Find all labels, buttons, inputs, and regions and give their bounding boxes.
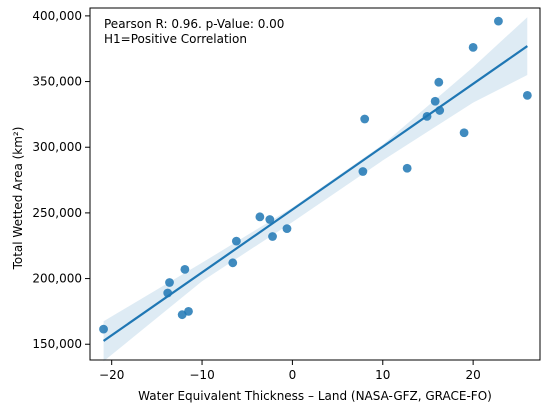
data-point-22 bbox=[494, 16, 503, 26]
data-point-3 bbox=[165, 278, 174, 287]
y-axis: 150,000 200,000 250,000 300,000 350,000 400,0… bbox=[32, 9, 90, 351]
data-point-18 bbox=[434, 77, 444, 87]
data-point-23 bbox=[522, 90, 532, 100]
data-point-17 bbox=[430, 96, 440, 106]
data-point-10 bbox=[265, 215, 275, 224]
data-point-2 bbox=[163, 288, 173, 298]
data-point-12 bbox=[282, 224, 292, 234]
x-tick-label: −10 bbox=[189, 368, 214, 382]
x-tick-label: 0 bbox=[289, 368, 297, 382]
data-point-6 bbox=[184, 307, 193, 316]
data-point-14 bbox=[360, 114, 370, 124]
annotation: Pearson R: 0.96. p-Value: 0.00 H1=Positi… bbox=[104, 17, 284, 46]
x-tick-label: −20 bbox=[99, 368, 124, 382]
y-tick-label: 350,000 bbox=[32, 75, 82, 89]
data-point-20 bbox=[459, 128, 469, 138]
x-axis-label: Water Equivalent Thickness – Land (NASA-… bbox=[138, 389, 492, 403]
data-point-1 bbox=[99, 324, 108, 334]
data-point-15 bbox=[402, 163, 412, 173]
y-tick-label: 150,000 bbox=[32, 337, 82, 351]
data-point-7 bbox=[228, 258, 238, 268]
plot-area bbox=[99, 16, 532, 362]
data-points bbox=[99, 16, 532, 334]
plot-frame bbox=[89, 7, 541, 361]
data-point-8 bbox=[231, 236, 241, 246]
y-tick-label: 400,000 bbox=[32, 9, 82, 23]
annotation-line-2: H1=Positive Correlation bbox=[104, 32, 247, 46]
x-axis: −20 −10 0 10 20 bbox=[99, 360, 481, 382]
data-point-16 bbox=[422, 111, 432, 121]
data-point-19 bbox=[435, 106, 445, 115]
data-point-13 bbox=[358, 167, 368, 176]
regression-line bbox=[102, 45, 528, 342]
y-tick-label: 200,000 bbox=[32, 272, 82, 286]
y-tick-label: 300,000 bbox=[32, 140, 82, 154]
data-point-5 bbox=[180, 264, 190, 274]
data-point-21 bbox=[468, 43, 478, 52]
annotation-line-1: Pearson R: 0.96. p-Value: 0.00 bbox=[104, 17, 284, 31]
x-tick-label: 20 bbox=[465, 368, 480, 382]
data-point-11 bbox=[268, 232, 277, 241]
confidence-band bbox=[103, 17, 528, 362]
y-axis-label: Total Wetted Area (km²) bbox=[11, 127, 25, 271]
x-tick-label: 10 bbox=[375, 368, 390, 382]
data-point-9 bbox=[255, 212, 265, 222]
y-tick-label: 250,000 bbox=[32, 206, 82, 220]
